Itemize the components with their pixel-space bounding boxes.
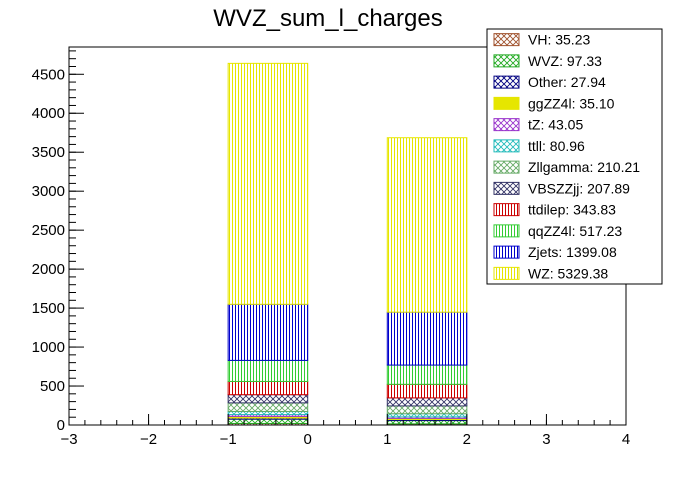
legend-swatch-other bbox=[493, 75, 520, 89]
legend-swatch-ttll bbox=[493, 139, 520, 153]
legend-label-other: Other: 27.94 bbox=[528, 74, 606, 90]
y-tick-label: 4000 bbox=[32, 105, 65, 122]
legend-frame bbox=[486, 28, 663, 285]
bar-segment-zllgamma-bin0 bbox=[227, 402, 309, 412]
legend-box: VH: 35.23 WVZ: 97.33 Other: 27.94 ggZZ4l: 3… bbox=[486, 28, 663, 285]
x-tick-label: 4 bbox=[622, 431, 630, 448]
chart-title: WVZ_sum_l_charges bbox=[213, 5, 442, 32]
x-tick-label: −2 bbox=[140, 431, 157, 448]
legend-label-wz: WZ: 5329.38 bbox=[528, 265, 608, 281]
y-tick-label: 1000 bbox=[32, 339, 65, 356]
legend-label-zjets: Zjets: 1399.08 bbox=[528, 244, 617, 260]
bar-segment-wz-bin0 bbox=[227, 62, 309, 305]
y-tick-label: 3500 bbox=[32, 144, 65, 161]
legend-label-zllgamma: Zllgamma: 210.21 bbox=[528, 159, 640, 175]
y-tick-label: 1500 bbox=[32, 300, 65, 317]
x-tick-label: 0 bbox=[304, 431, 312, 448]
x-tick-label: −1 bbox=[220, 431, 237, 448]
bar-segment-ttdilep-bin0 bbox=[227, 380, 309, 396]
legend-swatch-qqzz4l bbox=[493, 224, 520, 238]
x-tick-label: 3 bbox=[542, 431, 550, 448]
axis-layer: −3 −2 −1 0 1 2 3 4 0 500 1000 1500 2000 2500 3000 3500 4… bbox=[32, 50, 630, 448]
bar-segment-wz-bin1 bbox=[386, 137, 468, 313]
legend-label-qqzz4l: qqZZ4l: 517.23 bbox=[528, 223, 622, 239]
legend-swatch-wz bbox=[493, 266, 520, 280]
bar-segment-ttdilep-bin1 bbox=[386, 383, 468, 399]
y-tick-label: 3000 bbox=[32, 183, 65, 200]
bar-segment-vbszzjj-bin1 bbox=[386, 397, 468, 407]
y-tick-label: 500 bbox=[40, 378, 65, 395]
legend-label-ttdilep: ttdilep: 343.83 bbox=[528, 202, 616, 218]
legend-swatch-vbszzjj bbox=[493, 181, 520, 195]
bar-segment-zjets-bin1 bbox=[386, 311, 468, 366]
bar-segment-zllgamma-bin1 bbox=[386, 405, 468, 415]
legend-label-vbszzjj: VBSZZjj: 207.89 bbox=[528, 180, 630, 196]
legend-label-ggzz4l: ggZZ4l: 35.10 bbox=[528, 95, 615, 111]
legend-swatch-ggzz4l bbox=[493, 96, 520, 110]
bar-segment-qqzz4l-bin1 bbox=[386, 364, 468, 385]
legend-swatch-tz bbox=[493, 118, 520, 132]
x-tick-label: 2 bbox=[463, 431, 471, 448]
legend-swatch-ttdilep bbox=[493, 203, 520, 217]
legend-swatch-zllgamma bbox=[493, 160, 520, 174]
bar-segment-vbszzjj-bin0 bbox=[227, 394, 309, 404]
legend-label-wvz: WVZ: 97.33 bbox=[528, 53, 602, 69]
bar-segment-wvz-bin0 bbox=[227, 418, 309, 424]
legend-swatch-zjets bbox=[493, 245, 520, 259]
legend-label-ttll: ttll: 80.96 bbox=[528, 138, 585, 154]
legend-swatch-vh bbox=[493, 33, 520, 47]
bars-layer bbox=[227, 62, 468, 426]
bar-segment-zjets-bin0 bbox=[227, 303, 309, 361]
y-tick-label: 2000 bbox=[32, 261, 65, 278]
legend-label-tz: tZ: 43.05 bbox=[528, 117, 583, 133]
y-tick-label: 4500 bbox=[32, 66, 65, 83]
y-tick-label: 2500 bbox=[32, 222, 65, 239]
x-tick-label: 1 bbox=[383, 431, 391, 448]
legend-label-vh: VH: 35.23 bbox=[528, 32, 590, 48]
y-tick-label: 0 bbox=[57, 417, 65, 434]
legend-swatch-wvz bbox=[493, 54, 520, 68]
bar-segment-qqzz4l-bin0 bbox=[227, 359, 309, 382]
x-tick-label: −3 bbox=[60, 431, 77, 448]
